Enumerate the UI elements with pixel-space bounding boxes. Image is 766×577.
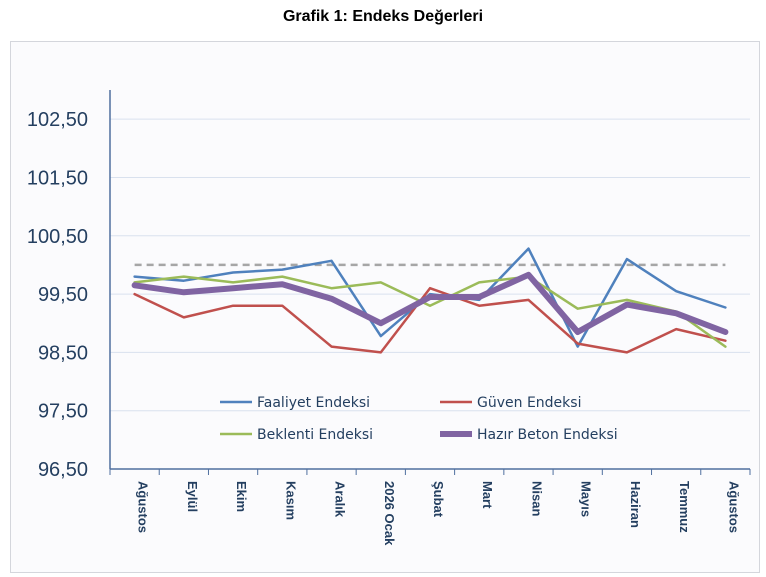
x-tick-label: Eylül <box>185 481 200 512</box>
legend-label: Faaliyet Endeksi <box>257 395 370 411</box>
x-tick-label: Kasım <box>283 481 298 520</box>
x-tick-label: Mayıs <box>579 481 594 517</box>
series-line-3 <box>131 271 729 335</box>
x-tick-label: Mart <box>480 481 495 509</box>
x-tick-labels: Ağustos Eylül Ekim Kasım Aralık 2026 Ocak Şuba… <box>136 481 742 546</box>
y-tick-label: 96,50 <box>38 459 88 481</box>
x-tick-label: Ağustos <box>136 481 151 533</box>
y-tick-label: 97,50 <box>38 401 88 423</box>
x-tick-label: Haziran <box>628 481 643 528</box>
x-tick-label: Aralık <box>333 481 348 518</box>
axes <box>109 90 751 475</box>
chart-title: Grafik 1: Endeks Değerleri <box>282 8 484 25</box>
legend-label: Beklenti Endeksi <box>257 427 373 443</box>
series-line-2 <box>133 275 727 348</box>
y-tick-label: 101,50 <box>27 167 88 189</box>
y-tick-label: 99,50 <box>38 284 88 306</box>
x-tick-label: Nisan <box>529 481 544 516</box>
legend-label: Hazır Beton Endeksi <box>477 427 618 443</box>
series-line-1 <box>133 286 727 354</box>
x-tick-label: 2026 Ocak <box>382 481 397 546</box>
x-tick-label: Temmuz <box>677 481 692 533</box>
legend: Faaliyet Endeksi Güven Endeksi Beklenti En… <box>220 395 618 443</box>
y-tick-labels: 96,50 97,50 98,50 99,50 100,50 101,50 102,50 <box>27 109 88 481</box>
y-tick-label: 100,50 <box>27 226 88 248</box>
y-tick-label: 98,50 <box>38 342 88 364</box>
x-tick-label: Ekim <box>234 481 249 512</box>
legend-label: Güven Endeksi <box>477 395 581 411</box>
series-lines <box>131 247 729 354</box>
x-tick-label: Şubat <box>431 481 446 518</box>
x-tick-label: Ağustos <box>726 481 741 533</box>
y-tick-label: 102,50 <box>27 109 88 131</box>
